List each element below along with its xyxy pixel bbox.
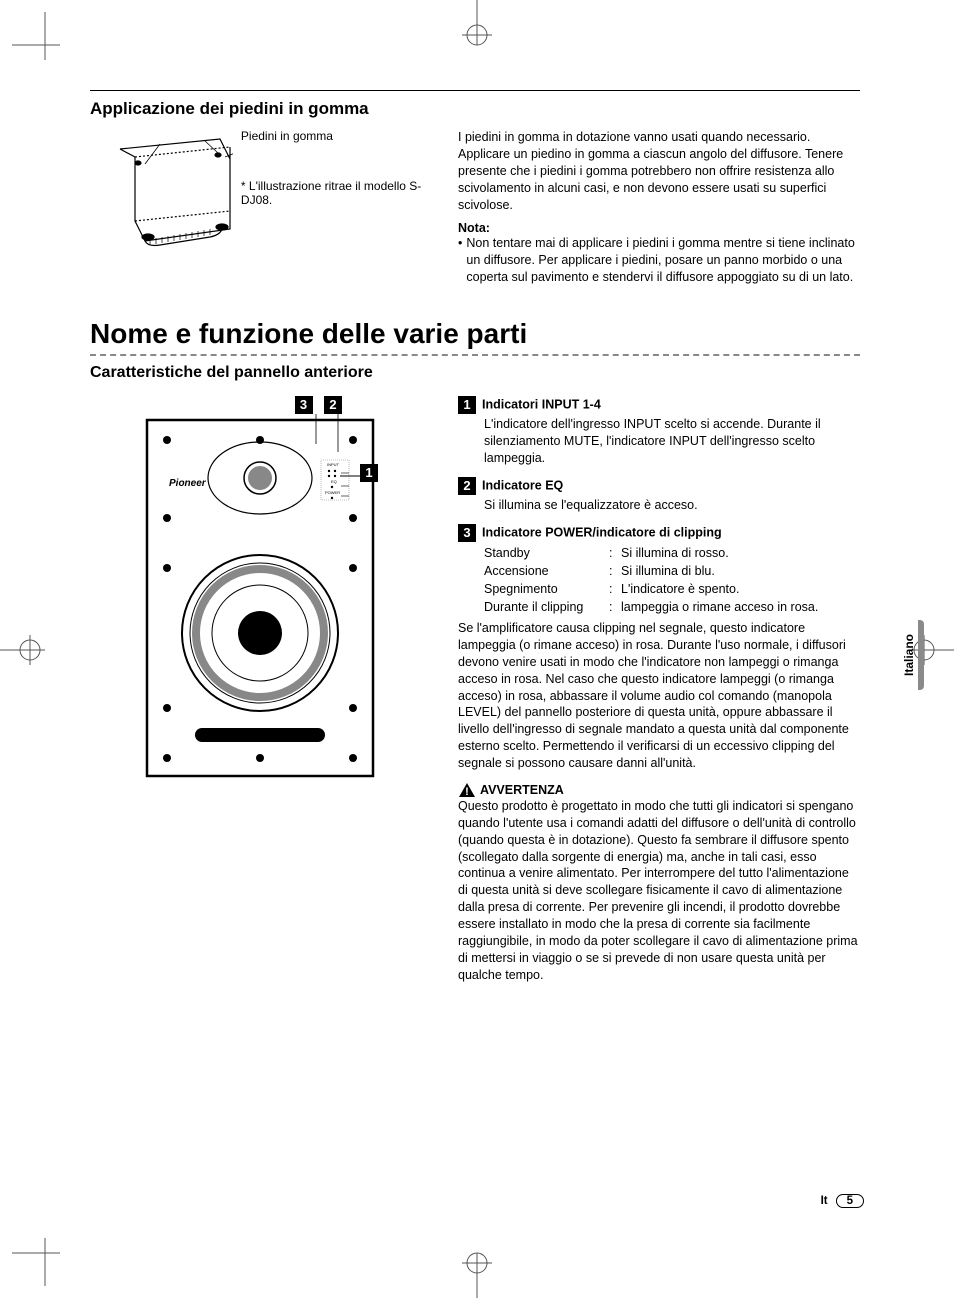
footer-lang: It [821, 1195, 828, 1207]
section2-title: Caratteristiche del pannello anteriore [90, 364, 860, 382]
section2-cols: 3 2 Pioneer [90, 396, 860, 992]
warning-label: AVVERTENZA [480, 783, 564, 797]
figure-label: Piedini in gomma [241, 129, 430, 143]
speaker-figure-col: 3 2 Pioneer [90, 396, 430, 992]
item3-status-table: Standby:Si illumina di rosso. Accensione… [484, 544, 860, 617]
section1-figure-col: Piedini in gomma * L'illustrazione ritra… [90, 129, 430, 286]
top-callouts: 3 2 [90, 396, 430, 414]
item1-num: 1 [458, 396, 476, 414]
footer-page: 5 [836, 1194, 864, 1208]
svg-text:EQ: EQ [331, 479, 337, 484]
warning-heading: ! AVVERTENZA [458, 782, 860, 798]
item3-title: Indicatore POWER/indicatore di clipping [482, 525, 722, 539]
status-row: Accensione:Si illumina di blu. [484, 562, 860, 580]
section1-text-col: I piedini in gomma in dotazione vanno us… [458, 129, 860, 286]
callout-vert-lines [308, 414, 348, 454]
status-row: Durante il clipping:lampeggia o rimane a… [484, 598, 860, 616]
callout-1-box: 1 [360, 464, 382, 482]
section1-cols: Piedini in gomma * L'illustrazione ritra… [90, 129, 860, 286]
main-title: Nome e funzione delle varie parti [90, 318, 860, 350]
callout-3: 3 [295, 396, 313, 414]
warning-icon: ! [458, 782, 476, 798]
page-content: Applicazione dei piedini in gomma [90, 90, 860, 992]
item3-body: Se l'amplificatore causa clipping nel se… [458, 620, 860, 772]
warning-body: Questo prodotto è progettato in modo che… [458, 798, 860, 984]
section1-title: Applicazione dei piedini in gomma [90, 99, 860, 119]
crop-left [0, 620, 60, 680]
svg-text:POWER: POWER [325, 490, 340, 495]
status-row: Spegnimento:L'indicatore è spento. [484, 580, 860, 598]
rubber-feet-figure [90, 129, 233, 259]
section1-para: I piedini in gomma in dotazione vanno us… [458, 129, 860, 213]
item2-num: 2 [458, 477, 476, 495]
nota-heading: Nota: [458, 221, 860, 235]
callout-1: 1 [360, 464, 378, 482]
item3-head: 3 Indicatore POWER/indicatore di clipping [458, 524, 860, 542]
item1-title: Indicatori INPUT 1-4 [482, 397, 601, 411]
item3-num: 3 [458, 524, 476, 542]
bullet-dot: • [458, 235, 462, 286]
language-tab: Italiano [900, 620, 924, 690]
item2-title: Indicatore EQ [482, 478, 563, 492]
item2-head: 2 Indicatore EQ [458, 477, 860, 495]
top-rule [90, 90, 860, 91]
item2-body: Si illumina se l'equalizzatore è acceso. [484, 497, 860, 514]
svg-text:INPUT: INPUT [327, 462, 340, 467]
description-col: 1 Indicatori INPUT 1-4 L'indicatore dell'… [458, 396, 860, 992]
status-row: Standby:Si illumina di rosso. [484, 544, 860, 562]
nota-bullet: • Non tentare mai di applicare i piedini… [458, 235, 860, 286]
figure-note: * L'illustrazione ritrae il modello S-DJ… [241, 179, 430, 207]
page-footer: It 5 [821, 1194, 864, 1208]
crop-bottom [0, 1238, 954, 1298]
item1-head: 1 Indicatori INPUT 1-4 [458, 396, 860, 414]
dashed-rule [90, 354, 860, 356]
callout-2: 2 [324, 396, 342, 414]
item1-body: L'indicatore dell'ingresso INPUT scelto … [484, 416, 860, 467]
callout-1-line [340, 468, 360, 488]
language-label: Italiano [902, 634, 916, 676]
nota-text: Non tentare mai di applicare i piedini i… [466, 235, 860, 286]
crop-top [0, 0, 954, 60]
speaker-brand: Pioneer [169, 478, 207, 489]
svg-text:!: ! [465, 786, 469, 798]
